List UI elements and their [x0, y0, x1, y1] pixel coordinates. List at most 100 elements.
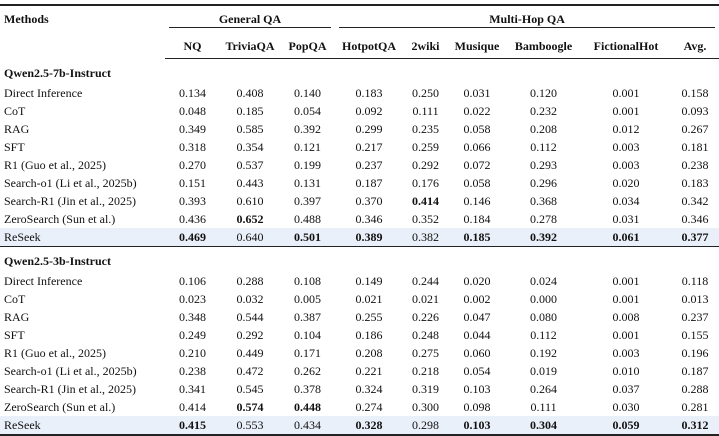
score-cell: 0.237 [681, 309, 709, 324]
group-label: General QA [169, 12, 332, 28]
score-cell: 0.378 [294, 381, 321, 396]
method-name: SFT [4, 139, 25, 154]
score-cell: 0.436 [179, 211, 206, 226]
data-row: ZeroSearch (Sun et al.) 0.414 0.574 0.448 0.… [0, 398, 719, 416]
score-cell: 0.186 [355, 327, 383, 342]
score-cell: 0.208 [530, 121, 558, 136]
score-cell: 0.000 [530, 291, 558, 306]
score-cell: 0.149 [355, 273, 383, 288]
method-name: RAG [4, 309, 30, 324]
score-cell: 0.002 [463, 291, 491, 306]
score-cell: 0.072 [463, 157, 491, 172]
column-header: FictionalHot [581, 34, 672, 59]
data-row: Search-R1 (Jin et al., 2025) 0.393 0.610 0.… [0, 192, 719, 210]
score-cell: 0.171 [294, 345, 321, 360]
method-name: ZeroSearch (Sun et al.) [4, 399, 116, 414]
methods-header: Methods [0, 4, 165, 59]
score-cell: 0.469 [165, 228, 220, 247]
score-cell: 0.103 [448, 416, 507, 436]
score-cell: 0.021 [412, 291, 440, 306]
score-cell: 0.134 [179, 85, 206, 100]
group-header: Multi-Hop QA [335, 4, 719, 34]
score-cell: 0.047 [463, 309, 491, 324]
score-cell: 0.354 [236, 139, 264, 154]
score-cell: 0.610 [236, 193, 264, 208]
score-cell: 0.537 [236, 157, 264, 172]
score-cell: 0.389 [335, 228, 404, 247]
score-cell: 0.031 [463, 85, 491, 100]
score-cell: 0.382 [403, 228, 449, 247]
score-cell: 0.158 [681, 85, 709, 100]
score-cell: 0.292 [412, 157, 440, 172]
score-cell: 0.059 [581, 416, 672, 436]
method-name: Search-R1 (Jin et al., 2025) [4, 193, 136, 208]
score-cell: 0.346 [681, 211, 709, 226]
data-row: Search-R1 (Jin et al., 2025) 0.341 0.545 0.… [0, 380, 719, 398]
score-cell: 0.155 [681, 327, 709, 342]
score-cell: 0.021 [355, 291, 383, 306]
data-row: SFT 0.249 0.292 0.104 0.186 0.248 0.044 0.112 0.… [0, 326, 719, 344]
score-cell: 0.003 [612, 139, 640, 154]
data-row: ZeroSearch (Sun et al.) 0.436 0.652 0.488 0.… [0, 210, 719, 228]
score-cell: 0.005 [294, 291, 321, 306]
score-cell: 0.488 [294, 211, 321, 226]
score-cell: 0.392 [506, 228, 582, 247]
column-header: Avg. [671, 34, 719, 59]
score-cell: 0.544 [236, 309, 264, 324]
data-row: RAG 0.348 0.544 0.387 0.255 0.226 0.047 0.080 0.… [0, 308, 719, 326]
column-header-row: NQ TriviaQA PopQA HotpotQA 2wiki Musique Bambo… [0, 34, 719, 59]
score-cell: 0.300 [412, 399, 440, 414]
score-cell: 0.146 [463, 193, 491, 208]
score-cell: 0.048 [179, 103, 206, 118]
score-cell: 0.392 [294, 121, 321, 136]
score-cell: 0.255 [355, 309, 383, 324]
score-cell: 0.196 [681, 345, 709, 360]
score-cell: 0.037 [612, 381, 640, 396]
table-header: Methods General QA Multi-Hop QA NQ TriviaQA P… [0, 4, 719, 59]
score-cell: 0.060 [463, 345, 491, 360]
score-cell: 0.370 [355, 193, 383, 208]
score-cell: 0.020 [463, 273, 491, 288]
column-header: TriviaQA [220, 34, 280, 59]
score-cell: 0.022 [463, 103, 491, 118]
score-cell: 0.387 [294, 309, 321, 324]
column-header: NQ [165, 34, 220, 59]
method-name: CoT [4, 291, 26, 306]
score-cell: 0.278 [530, 211, 558, 226]
score-cell: 0.208 [355, 345, 383, 360]
score-cell: 0.574 [236, 399, 264, 414]
method-name: Search-o1 (Li et al., 2025b) [4, 175, 137, 190]
score-cell: 0.288 [236, 273, 264, 288]
score-cell: 0.184 [463, 211, 491, 226]
score-cell: 0.545 [236, 381, 264, 396]
score-cell: 0.414 [179, 399, 206, 414]
score-cell: 0.210 [179, 345, 206, 360]
score-cell: 0.237 [355, 157, 383, 172]
score-cell: 0.248 [412, 327, 440, 342]
score-cell: 0.652 [236, 211, 264, 226]
score-cell: 0.346 [355, 211, 383, 226]
results-table: Methods General QA Multi-Hop QA NQ TriviaQA P… [0, 4, 719, 436]
data-row: Direct Inference 0.134 0.408 0.140 0.183 0.25… [0, 84, 719, 102]
score-cell: 0.443 [236, 175, 264, 190]
score-cell: 0.348 [179, 309, 206, 324]
group-header: General QA [165, 4, 336, 34]
score-cell: 0.118 [681, 273, 709, 288]
score-cell: 0.250 [412, 85, 440, 100]
score-cell: 0.104 [294, 327, 321, 342]
score-cell: 0.185 [236, 103, 264, 118]
score-cell: 0.238 [681, 157, 709, 172]
score-cell: 0.032 [236, 291, 264, 306]
score-cell: 0.414 [412, 193, 440, 208]
data-row: R1 (Guo et al., 2025) 0.270 0.537 0.199 0.23… [0, 156, 719, 174]
score-cell: 0.235 [412, 121, 440, 136]
score-cell: 0.352 [412, 211, 440, 226]
method-name: CoT [4, 103, 26, 118]
method-name: ZeroSearch (Sun et al.) [4, 211, 116, 226]
score-cell: 0.312 [671, 416, 719, 436]
method-name: Direct Inference [4, 273, 83, 288]
group-label: Multi-Hop QA [339, 12, 716, 28]
score-cell: 0.397 [294, 193, 321, 208]
score-cell: 0.262 [294, 363, 321, 378]
score-cell: 0.120 [530, 85, 558, 100]
